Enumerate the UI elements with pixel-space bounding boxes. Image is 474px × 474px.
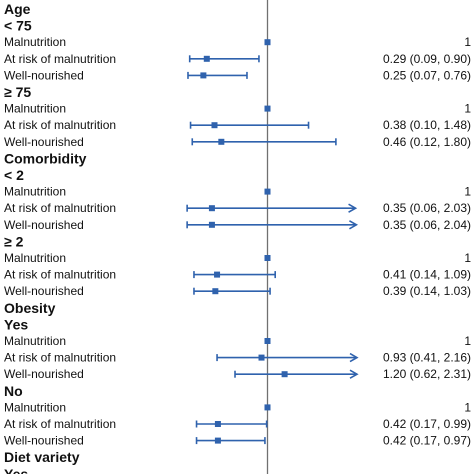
point-estimate [264, 338, 271, 344]
point-estimate [208, 205, 215, 212]
subgroup-heading: < 75 [4, 18, 32, 34]
group-heading: Obesity [4, 300, 56, 316]
subgroup-heading: Yes [4, 466, 28, 474]
row-label: Malnutrition [4, 185, 66, 199]
estimate-label: 1 [464, 102, 471, 116]
estimate-label: 0.46 (0.12, 1.80) [383, 135, 471, 149]
row-label: Well-nourished [4, 218, 84, 232]
row-label: At risk of malnutrition [4, 118, 116, 132]
row-label: Well-nourished [4, 135, 84, 149]
estimate-label: 0.35 (0.06, 2.03) [383, 201, 471, 215]
row-label: Malnutrition [4, 102, 66, 116]
point-estimate [264, 188, 271, 195]
subgroup-heading: ≥ 75 [4, 84, 31, 100]
row-label: Well-nourished [4, 68, 84, 82]
point-estimate [264, 255, 271, 261]
estimate-label: 1 [464, 35, 471, 49]
point-estimate [200, 72, 207, 79]
row-label: Malnutrition [4, 400, 66, 414]
ci-arrow [348, 203, 358, 213]
group-heading: Comorbidity [4, 150, 87, 166]
point-estimate [214, 421, 221, 427]
subgroup-heading: < 2 [4, 167, 24, 183]
estimate-label: 1 [464, 400, 471, 414]
row-label: At risk of malnutrition [4, 351, 116, 365]
row-label: Malnutrition [4, 251, 66, 265]
row-label: Well-nourished [4, 434, 84, 448]
estimate-label: 1 [464, 334, 471, 348]
subgroup-heading: No [4, 383, 23, 399]
estimate-label: 0.39 (0.14, 1.03) [383, 284, 471, 298]
row-label: At risk of malnutrition [4, 201, 116, 215]
point-estimate [264, 404, 271, 411]
ci-arrow [349, 352, 359, 363]
estimate-label: 1 [464, 251, 471, 265]
row-label: At risk of malnutrition [4, 417, 116, 431]
point-estimate [258, 354, 265, 361]
estimate-label: 0.42 (0.17, 0.97) [383, 434, 471, 448]
estimate-label: 0.93 (0.41, 2.16) [383, 351, 471, 365]
row-label: Well-nourished [4, 367, 84, 381]
group-heading: Diet variety [4, 449, 80, 465]
row-label: Well-nourished [4, 284, 84, 298]
row-label: At risk of malnutrition [4, 52, 116, 66]
estimate-label: 1 [464, 185, 471, 199]
group-heading: Age [4, 1, 31, 17]
point-estimate [214, 271, 221, 278]
point-estimate [281, 371, 288, 378]
point-estimate [264, 39, 271, 46]
ci-arrow [349, 220, 359, 230]
row-label: At risk of malnutrition [4, 268, 116, 282]
point-estimate [208, 221, 215, 228]
row-label: Malnutrition [4, 35, 66, 49]
row-label: Malnutrition [4, 334, 66, 348]
point-estimate [214, 437, 221, 444]
point-estimate [218, 138, 225, 145]
point-estimate [211, 122, 218, 129]
estimate-label: 0.41 (0.14, 1.09) [383, 268, 471, 282]
point-estimate [212, 288, 219, 295]
estimate-label: 0.38 (0.10, 1.48) [383, 118, 471, 132]
point-estimate [264, 105, 271, 112]
point-estimate [203, 55, 210, 62]
estimate-label: 0.25 (0.07, 0.76) [383, 68, 471, 82]
subgroup-heading: Yes [4, 316, 28, 332]
ci-arrow [349, 369, 359, 379]
estimate-label: 0.42 (0.17, 0.99) [383, 417, 471, 431]
subgroup-heading: ≥ 2 [4, 233, 24, 249]
estimate-label: 1.20 (0.62, 2.31) [383, 367, 471, 381]
estimate-label: 0.35 (0.06, 2.04) [383, 218, 471, 232]
estimate-label: 0.29 (0.09, 0.90) [383, 52, 471, 66]
